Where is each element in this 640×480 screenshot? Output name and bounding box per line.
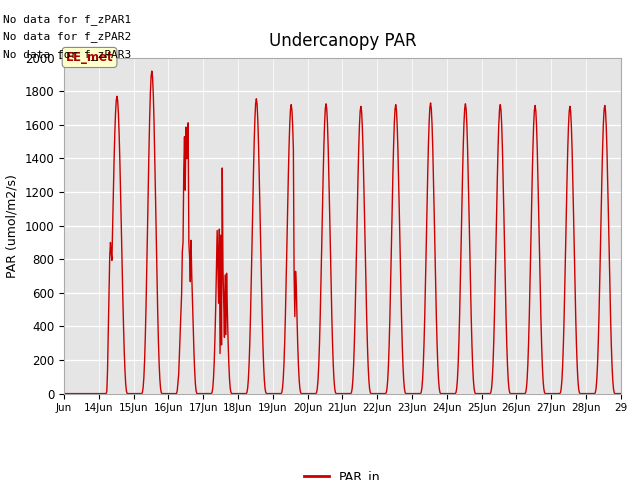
Text: No data for f_zPAR2: No data for f_zPAR2: [3, 31, 131, 42]
Title: Undercanopy PAR: Undercanopy PAR: [269, 33, 416, 50]
Text: EE_met: EE_met: [66, 51, 113, 64]
Y-axis label: PAR (umol/m2/s): PAR (umol/m2/s): [6, 174, 19, 277]
Text: No data for f_zPAR1: No data for f_zPAR1: [3, 13, 131, 24]
Legend: PAR_in: PAR_in: [299, 465, 386, 480]
Text: No data for f_zPAR3: No data for f_zPAR3: [3, 48, 131, 60]
